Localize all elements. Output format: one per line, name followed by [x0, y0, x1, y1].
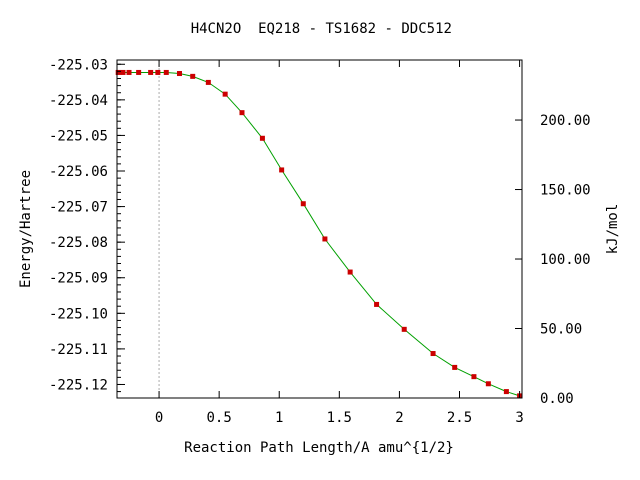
data-point [374, 301, 380, 307]
data-point [190, 73, 196, 79]
data-point [115, 69, 121, 75]
data-point [401, 326, 407, 332]
y2-ticks: 0.00 50.00 100.00 150.00 200.00 [515, 113, 591, 407]
data-point [126, 69, 132, 75]
y-tick-label: -225.03 [49, 57, 108, 73]
chart-title-path: EQ218 - TS1682 - DDC512 [258, 21, 452, 37]
y-tick-label: -225.07 [49, 200, 108, 216]
data-point [239, 110, 245, 116]
data-point [279, 167, 285, 173]
x-tick-label: 1 [275, 410, 283, 426]
y-tick-label: -225.10 [49, 306, 108, 322]
y-tick-label: -225.08 [49, 235, 108, 251]
y-ticks: -225.03 -225.04 -225.05 -225.06 -225.07 -225.… [49, 57, 125, 393]
x-tick-label: 0.5 [207, 410, 232, 426]
y2-tick-label: 200.00 [540, 113, 591, 129]
data-point [163, 69, 169, 75]
x-tick-label: 3 [515, 410, 523, 426]
y-axis-label: Energy/Hartree [18, 170, 34, 288]
data-point [322, 236, 328, 242]
y2-tick-label: 0.00 [540, 391, 574, 407]
x-tick-label: 2.5 [447, 410, 472, 426]
series-group [115, 69, 523, 399]
data-point [222, 91, 228, 97]
data-point [259, 135, 265, 141]
chart-title-formula: H4CN2O [191, 21, 242, 37]
x-tick-label: 2 [395, 410, 403, 426]
data-point [176, 71, 182, 77]
y2-tick-label: 50.00 [540, 322, 582, 338]
x-ticks: 0 0.5 1 1.5 2 2.5 3 [155, 60, 524, 426]
data-point [452, 364, 458, 370]
data-point [120, 69, 126, 75]
data-point [347, 269, 353, 275]
data-point [485, 381, 491, 387]
x-tick-label: 0 [155, 410, 163, 426]
data-point [136, 69, 142, 75]
plot-frame [116, 59, 523, 399]
x-tick-label: 1.5 [327, 410, 352, 426]
data-point [300, 201, 306, 207]
data-point [148, 69, 154, 75]
series-line [118, 72, 520, 397]
data-point [155, 69, 161, 75]
y-tick-label: -225.12 [49, 377, 108, 393]
data-point [430, 351, 436, 357]
y-tick-label: -225.09 [49, 271, 108, 287]
y-tick-label: -225.11 [49, 342, 108, 358]
data-point [503, 389, 509, 395]
y2-axis-label: kJ/mol [605, 204, 621, 255]
x-axis-label: Reaction Path Length/A amu^{1/2} [184, 440, 454, 456]
y2-tick-label: 150.00 [540, 183, 591, 199]
y2-tick-label: 100.00 [540, 252, 591, 268]
y-tick-label: -225.04 [49, 93, 108, 109]
y-tick-label: -225.06 [49, 164, 108, 180]
y-tick-label: -225.05 [49, 128, 108, 144]
data-point [471, 374, 477, 380]
data-point [205, 79, 211, 85]
